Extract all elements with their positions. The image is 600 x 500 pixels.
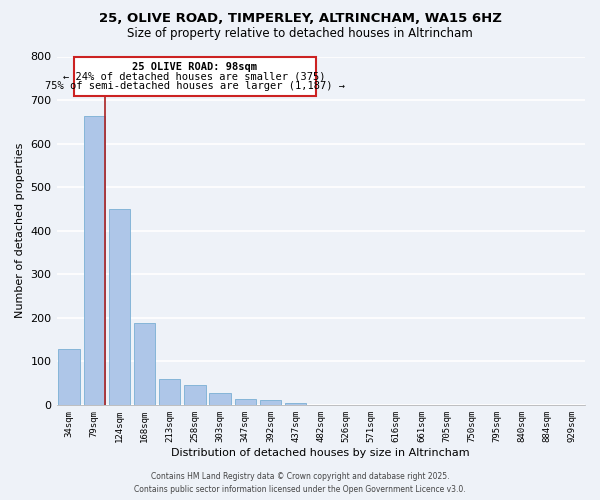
Bar bbox=[109, 209, 130, 405]
Bar bbox=[235, 398, 256, 405]
Bar bbox=[134, 324, 155, 405]
Bar bbox=[159, 378, 181, 405]
Bar bbox=[209, 393, 231, 405]
Text: 75% of semi-detached houses are larger (1,187) →: 75% of semi-detached houses are larger (… bbox=[44, 81, 344, 91]
FancyBboxPatch shape bbox=[74, 58, 316, 96]
Bar bbox=[184, 385, 206, 405]
Text: Contains HM Land Registry data © Crown copyright and database right 2025.
Contai: Contains HM Land Registry data © Crown c… bbox=[134, 472, 466, 494]
Text: ← 24% of detached houses are smaller (375): ← 24% of detached houses are smaller (37… bbox=[64, 72, 326, 82]
Text: 25, OLIVE ROAD, TIMPERLEY, ALTRINCHAM, WA15 6HZ: 25, OLIVE ROAD, TIMPERLEY, ALTRINCHAM, W… bbox=[98, 12, 502, 26]
Bar bbox=[58, 349, 80, 405]
Y-axis label: Number of detached properties: Number of detached properties bbox=[15, 143, 25, 318]
Text: Size of property relative to detached houses in Altrincham: Size of property relative to detached ho… bbox=[127, 28, 473, 40]
Bar bbox=[83, 116, 105, 405]
X-axis label: Distribution of detached houses by size in Altrincham: Distribution of detached houses by size … bbox=[172, 448, 470, 458]
Text: 25 OLIVE ROAD: 98sqm: 25 OLIVE ROAD: 98sqm bbox=[132, 62, 257, 72]
Bar bbox=[260, 400, 281, 405]
Bar bbox=[285, 402, 307, 405]
